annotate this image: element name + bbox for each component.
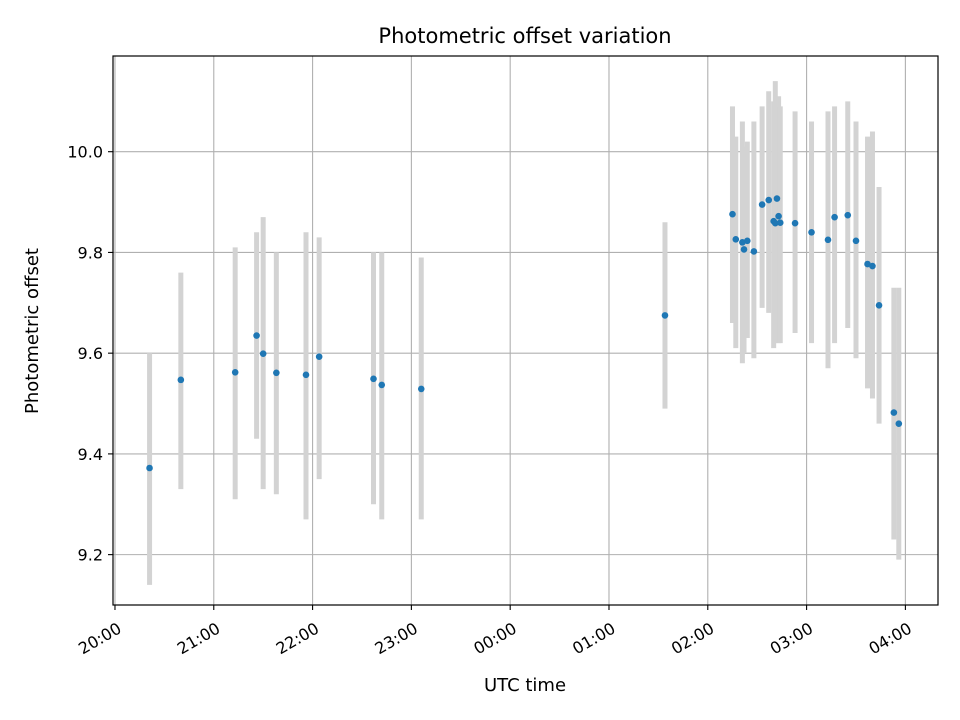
- data-point: [869, 262, 876, 270]
- data-point: [732, 236, 740, 243]
- data-point: [808, 228, 815, 236]
- data-point: [890, 409, 898, 416]
- y-tick-label: 9.8: [78, 243, 103, 262]
- data-point: [765, 196, 773, 204]
- data-point: [146, 464, 153, 472]
- data-point: [758, 201, 766, 208]
- y-axis-ticks: 9.2 9.4 9.6 9.8 10.0: [67, 143, 113, 565]
- chart-title: Photometric offset variation: [378, 24, 671, 48]
- data-point: [231, 369, 239, 376]
- y-tick-label: 9.4: [78, 445, 103, 464]
- data-point: [824, 236, 832, 244]
- data-point: [852, 237, 860, 245]
- grid: [113, 56, 938, 605]
- data-point: [875, 302, 883, 309]
- data-points: [146, 195, 903, 472]
- plot-frame: [112, 55, 939, 606]
- data-point: [775, 212, 782, 220]
- data-point: [773, 195, 781, 202]
- data-point: [844, 211, 852, 219]
- data-point: [831, 213, 838, 221]
- data-point: [729, 210, 736, 218]
- data-point: [370, 375, 377, 383]
- data-point: [315, 353, 323, 360]
- y-tick-label: 10.0: [67, 143, 103, 162]
- data-point: [740, 246, 748, 253]
- data-point: [661, 312, 669, 319]
- data-point: [744, 237, 751, 245]
- data-point: [253, 332, 260, 339]
- data-point: [177, 376, 185, 384]
- data-point: [302, 371, 310, 379]
- y-axis-label: Photometric offset: [22, 248, 43, 414]
- data-point: [776, 219, 784, 227]
- data-point: [273, 369, 280, 377]
- data-point: [772, 219, 779, 227]
- y-tick-label: 9.6: [78, 344, 103, 363]
- data-point: [864, 260, 871, 268]
- data-point: [791, 219, 799, 227]
- x-axis-label: UTC time: [484, 675, 566, 696]
- data-point: [895, 420, 903, 427]
- data-point: [259, 350, 267, 357]
- y-tick-label: 9.2: [78, 546, 103, 565]
- data-point: [378, 381, 386, 389]
- data-point: [750, 248, 758, 255]
- data-point: [417, 385, 425, 393]
